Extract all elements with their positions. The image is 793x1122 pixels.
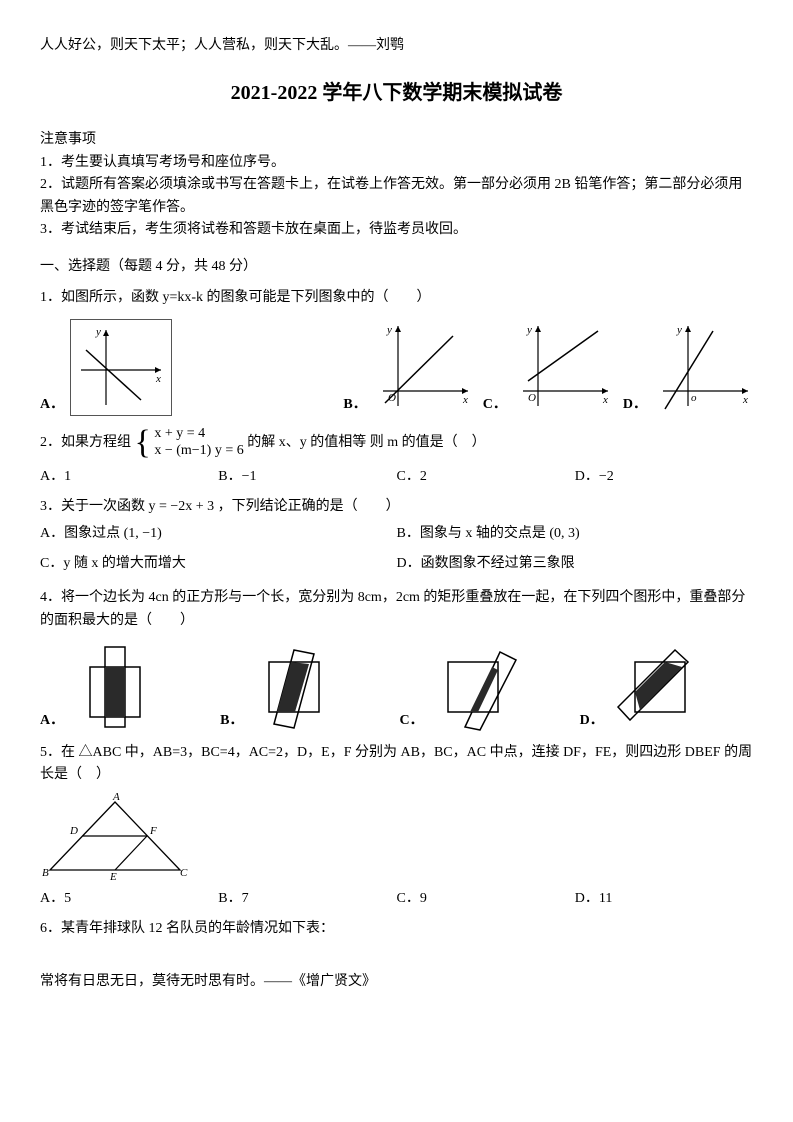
svg-text:x: x bbox=[155, 373, 161, 385]
q2-suffix: 的解 x、y 的值相等 则 m 的值是（ ） bbox=[247, 435, 485, 450]
q4-shape-d bbox=[610, 642, 700, 732]
q2-eq-bot: x − (m−1) y = 6 bbox=[154, 443, 243, 458]
q2-opt-b: B．−1 bbox=[218, 466, 396, 488]
line-graph-icon: x y O bbox=[513, 321, 613, 416]
q1-opt-b-label: B． bbox=[343, 394, 366, 416]
q4-opt-b-label: B． bbox=[220, 710, 243, 732]
overlap-shape-icon bbox=[610, 642, 700, 732]
q4-shape-c bbox=[430, 642, 520, 732]
notice-item-2: 2．试题所有答案必须填涂或书写在答题卡上，在试卷上作答无效。第一部分必须用 2B… bbox=[40, 174, 753, 219]
svg-text:D: D bbox=[69, 825, 78, 837]
q1-graph-d: x y o bbox=[653, 321, 753, 416]
svg-text:x: x bbox=[462, 394, 468, 406]
overlap-shape-icon bbox=[430, 642, 520, 732]
q5-opt-a: A．5 bbox=[40, 888, 218, 910]
q1-options: A． x y B． x y O bbox=[40, 319, 753, 416]
svg-text:B: B bbox=[42, 867, 49, 879]
question-1: 1．如图所示，函数 y=kx-k 的图象可能是下列图象中的（ ） bbox=[40, 287, 753, 309]
svg-text:x: x bbox=[602, 394, 608, 406]
q2-opt-c: C．2 bbox=[397, 466, 575, 488]
triangle-diagram-icon: A B C D E F bbox=[40, 792, 190, 882]
q2-eq-top: x + y = 4 bbox=[154, 426, 205, 441]
q1-opt-c-label: C． bbox=[483, 394, 507, 416]
q4-opt-c-label: C． bbox=[399, 710, 423, 732]
question-2: 2．如果方程组 { x + y = 4 x − (m−1) y = 6 的解 x… bbox=[40, 426, 753, 460]
svg-text:x: x bbox=[742, 394, 748, 406]
q3-opt-b: B．图象与 x 轴的交点是 (0, 3) bbox=[397, 523, 754, 545]
q3-opt-d: D．函数图象不经过第三象限 bbox=[397, 553, 754, 575]
svg-text:O: O bbox=[528, 392, 536, 404]
q3-opt-c: C．y 随 x 的增大而增大 bbox=[40, 553, 397, 575]
q3-opt-a: A．图象过点 (1, −1) bbox=[40, 523, 397, 545]
overlap-shape-icon bbox=[70, 642, 160, 732]
section-1-heading: 一、选择题（每题 4 分，共 48 分） bbox=[40, 256, 753, 278]
notice-item-3: 3．考试结束后，考生须将试卷和答题卡放在桌面上，待监考员收回。 bbox=[40, 219, 753, 241]
question-5: 5．在 △ABC 中，AB=3，BC=4，AC=2，D，E，F 分别为 AB，B… bbox=[40, 742, 753, 787]
q5-triangle: A B C D E F bbox=[40, 792, 190, 882]
q5-opt-d: D．11 bbox=[575, 888, 753, 910]
q1-opt-a-label: A． bbox=[40, 394, 64, 416]
line-graph-icon: x y bbox=[71, 320, 171, 415]
svg-text:o: o bbox=[691, 392, 697, 404]
svg-text:y: y bbox=[386, 324, 392, 336]
q5-opt-b: B．7 bbox=[218, 888, 396, 910]
q2-options: A．1 B．−1 C．2 D．−2 bbox=[40, 466, 753, 488]
q2-opt-a: A．1 bbox=[40, 466, 218, 488]
notice-heading: 注意事项 bbox=[40, 129, 753, 151]
overlap-shape-icon bbox=[249, 642, 339, 732]
q1-opt-d-label: D． bbox=[623, 394, 647, 416]
q4-opt-a-label: A． bbox=[40, 710, 64, 732]
q2-opt-d: D．−2 bbox=[575, 466, 753, 488]
line-graph-icon: x y O bbox=[373, 321, 473, 416]
svg-text:y: y bbox=[95, 326, 101, 338]
svg-text:E: E bbox=[109, 871, 117, 882]
notice-item-1: 1．考生要认真填写考场号和座位序号。 bbox=[40, 152, 753, 174]
q1-graph-c: x y O bbox=[513, 321, 613, 416]
svg-text:y: y bbox=[676, 324, 682, 336]
top-quote: 人人好公，则天下太平；人人营私，则天下大乱。——刘鹗 bbox=[40, 35, 753, 57]
q5-options: A．5 B．7 C．9 D．11 bbox=[40, 888, 753, 910]
question-3: 3．关于一次函数 y = −2x + 3 ，下列结论正确的是（ ） bbox=[40, 496, 753, 518]
svg-text:C: C bbox=[180, 867, 188, 879]
q4-options: A． B． C． bbox=[40, 642, 753, 732]
q4-shape-a bbox=[70, 642, 160, 732]
question-4: 4．将一个边长为 4cn 的正方形与一个长，宽分别为 8cm，2cm 的矩形重叠… bbox=[40, 587, 753, 632]
q4-shape-b bbox=[249, 642, 339, 732]
question-6: 6．某青年排球队 12 名队员的年龄情况如下表： bbox=[40, 918, 753, 940]
svg-text:O: O bbox=[388, 392, 396, 404]
svg-text:A: A bbox=[112, 792, 120, 803]
q1-graph-b: x y O bbox=[373, 321, 473, 416]
line-graph-icon: x y o bbox=[653, 321, 753, 416]
q2-prefix: 2．如果方程组 bbox=[40, 435, 131, 450]
svg-text:y: y bbox=[526, 324, 532, 336]
q1-graph-a: x y bbox=[70, 319, 172, 416]
svg-text:F: F bbox=[149, 825, 157, 837]
q4-opt-d-label: D． bbox=[580, 710, 604, 732]
bottom-quote: 常将有日思无日，莫待无时思有时。——《增广贤文》 bbox=[40, 971, 753, 993]
q3-options: A．图象过点 (1, −1) B．图象与 x 轴的交点是 (0, 3) C．y … bbox=[40, 519, 753, 580]
page-title: 2021-2022 学年八下数学期末模拟试卷 bbox=[40, 77, 753, 109]
q5-opt-c: C．9 bbox=[397, 888, 575, 910]
